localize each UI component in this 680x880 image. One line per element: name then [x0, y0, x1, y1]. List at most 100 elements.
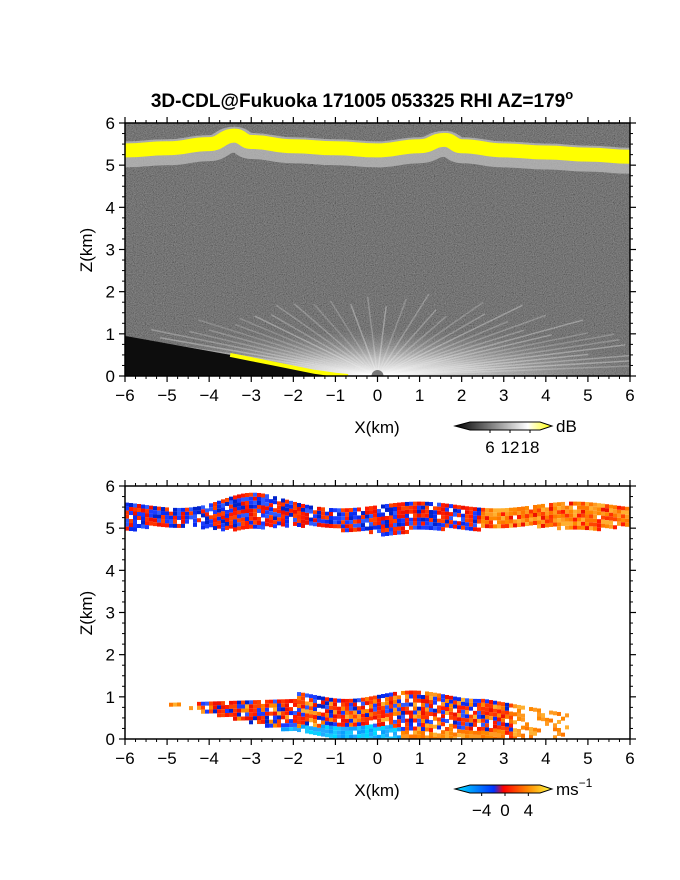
velocity-bl-cell — [329, 713, 333, 718]
velocity-cloud-cell — [125, 514, 129, 519]
velocity-bl-cell — [337, 714, 341, 719]
velocity-cloud-cell — [553, 522, 557, 527]
velocity-bl-cell — [365, 733, 369, 738]
velocity-bl-cell — [557, 731, 561, 736]
velocity-cloud-cell — [237, 506, 241, 511]
velocity-bl-cell — [361, 733, 365, 738]
velocity-bl-cell — [313, 715, 317, 720]
velocity-bl-cell — [321, 700, 325, 705]
velocity-cloud-cell — [509, 523, 513, 528]
velocity-cloud-cell — [537, 516, 541, 521]
velocity-cloud-cell — [217, 500, 221, 505]
ground-ray — [377, 338, 620, 376]
velocity-bl-cell — [397, 719, 401, 724]
ground-ray — [208, 329, 378, 376]
velocity-cloud-cell — [297, 522, 301, 527]
velocity-bl-cell — [233, 700, 237, 705]
velocity-cloud-cell — [401, 502, 405, 507]
velocity-bl-cell — [485, 723, 489, 728]
velocity-cloud-cell — [397, 514, 401, 519]
velocity-cloud-cell — [361, 515, 365, 520]
velocity-bl-cell — [305, 713, 309, 718]
velocity-cloud-cell — [561, 505, 565, 510]
velocity-bl-cell — [405, 730, 409, 735]
velocity-bl-cell — [333, 730, 337, 735]
velocity-cloud-cell — [613, 505, 617, 510]
velocity-cloud-cell — [269, 511, 273, 516]
velocity-cloud-cell — [233, 511, 237, 516]
velocity-cloud-cell — [157, 506, 161, 511]
velocity-cloud-cell — [257, 516, 261, 521]
velocity-bl-cell — [261, 715, 265, 720]
velocity-cloud-cell — [233, 499, 237, 504]
velocity-xtick-label: −6 — [115, 749, 134, 768]
velocity-cloud-cell — [129, 511, 133, 516]
velocity-bl-cell — [425, 695, 429, 700]
ground-ray — [377, 360, 630, 376]
velocity-bl-cell — [317, 731, 321, 736]
velocity-bl-cell — [221, 701, 225, 706]
velocity-bl-cell — [325, 733, 329, 738]
velocity-colorbar-label: −4 — [472, 801, 491, 820]
velocity-cloud-cell — [225, 521, 229, 526]
velocity-bl-cell — [249, 704, 253, 709]
velocity-bl-cell — [309, 698, 313, 703]
velocity-cloud-cell — [237, 510, 241, 515]
velocity-cloud-cell — [217, 512, 221, 517]
velocity-cloud-cell — [205, 512, 209, 517]
velocity-xtick-label: 6 — [625, 749, 634, 768]
velocity-cloud-cell — [421, 505, 425, 510]
velocity-cloud-cell — [461, 521, 465, 526]
velocity-cloud-cell — [509, 515, 513, 520]
velocity-bl-cell — [325, 721, 329, 726]
velocity-cloud-cell — [609, 512, 613, 517]
velocity-cloud-cell — [557, 518, 561, 523]
velocity-bl-cell — [285, 711, 289, 716]
velocity-bl-cell — [357, 730, 361, 735]
ground-ray — [377, 332, 589, 376]
velocity-cloud-cell — [421, 501, 425, 506]
velocity-cloud-cell — [301, 519, 305, 524]
velocity-cloud-cell — [125, 506, 129, 511]
velocity-bl-cell — [449, 695, 453, 700]
velocity-bl-cell — [485, 719, 489, 724]
velocity-bl-cell — [229, 704, 233, 709]
velocity-cloud-cell — [205, 508, 209, 513]
velocity-bl-cell — [421, 699, 425, 704]
velocity-cloud-cell — [145, 513, 149, 518]
velocity-cloud-cell — [221, 499, 225, 504]
velocity-bl-cell — [465, 702, 469, 707]
velocity-cloud-cell — [141, 504, 145, 509]
velocity-bl-cell — [413, 690, 417, 695]
velocity-cloud-cell — [253, 504, 257, 509]
velocity-bl-cell — [477, 698, 481, 703]
velocity-bl-cell — [529, 735, 533, 739]
velocity-bl-cell — [489, 732, 493, 737]
velocity-cloud-cell — [217, 516, 221, 521]
velocity-bl-cell — [397, 711, 401, 716]
velocity-bl-cell — [513, 712, 517, 717]
velocity-cloud-cell — [193, 514, 197, 519]
velocity-cloud-cell — [469, 526, 473, 531]
velocity-bl-cell — [345, 722, 349, 727]
velocity-bl-cell — [433, 724, 437, 729]
velocity-bl-cell — [481, 726, 485, 731]
velocity-cloud-cell — [345, 512, 349, 517]
velocity-bl-cell — [425, 691, 429, 696]
velocity-cloud-cell — [161, 515, 165, 520]
velocity-cloud-cell — [461, 525, 465, 530]
velocity-cloud-cell — [125, 510, 129, 515]
velocity-bl-cell — [501, 734, 505, 739]
velocity-bl-cell — [213, 709, 217, 714]
velocity-cloud-cell — [581, 525, 585, 530]
velocity-cloud-cell — [201, 525, 205, 530]
velocity-cloud-cell — [145, 505, 149, 510]
velocity-cloud-cell — [153, 506, 157, 511]
velocity-bl-cell — [481, 710, 485, 715]
velocity-cloud-cell — [353, 519, 357, 524]
velocity-cloud-cell — [261, 505, 265, 510]
velocity-cloud-cell — [273, 520, 277, 525]
velocity-cloud-cell — [281, 522, 285, 527]
velocity-cloud-cell — [325, 523, 329, 528]
velocity-cloud-cell — [589, 518, 593, 523]
